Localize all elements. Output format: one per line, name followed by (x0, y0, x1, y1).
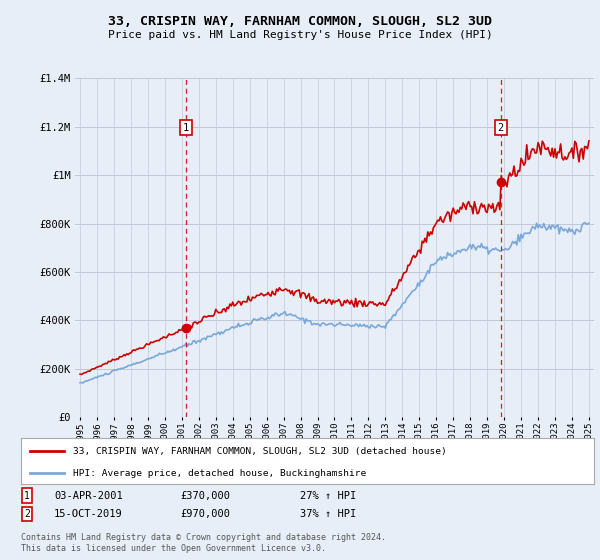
Text: £970,000: £970,000 (180, 509, 230, 519)
Text: £370,000: £370,000 (180, 491, 230, 501)
Text: 2: 2 (24, 509, 30, 519)
Text: 03-APR-2001: 03-APR-2001 (54, 491, 123, 501)
Text: 1: 1 (24, 491, 30, 501)
Text: Price paid vs. HM Land Registry's House Price Index (HPI): Price paid vs. HM Land Registry's House … (107, 30, 493, 40)
Text: Contains HM Land Registry data © Crown copyright and database right 2024.
This d: Contains HM Land Registry data © Crown c… (21, 533, 386, 553)
Text: 37% ↑ HPI: 37% ↑ HPI (300, 509, 356, 519)
Text: HPI: Average price, detached house, Buckinghamshire: HPI: Average price, detached house, Buck… (73, 469, 366, 478)
Text: 15-OCT-2019: 15-OCT-2019 (54, 509, 123, 519)
Text: 1: 1 (183, 123, 189, 133)
Text: 33, CRISPIN WAY, FARNHAM COMMON, SLOUGH, SL2 3UD (detached house): 33, CRISPIN WAY, FARNHAM COMMON, SLOUGH,… (73, 447, 446, 456)
Text: 27% ↑ HPI: 27% ↑ HPI (300, 491, 356, 501)
Text: 2: 2 (497, 123, 503, 133)
Text: 33, CRISPIN WAY, FARNHAM COMMON, SLOUGH, SL2 3UD: 33, CRISPIN WAY, FARNHAM COMMON, SLOUGH,… (108, 15, 492, 28)
